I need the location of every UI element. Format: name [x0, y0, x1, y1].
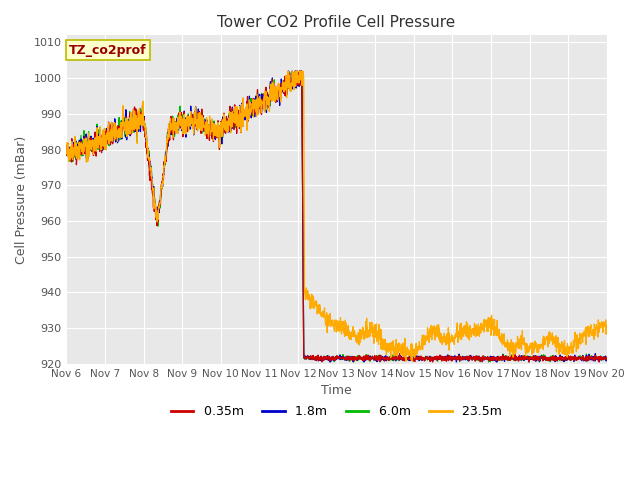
Title: Tower CO2 Profile Cell Pressure: Tower CO2 Profile Cell Pressure: [218, 15, 456, 30]
Text: TZ_co2prof: TZ_co2prof: [69, 44, 147, 57]
X-axis label: Time: Time: [321, 384, 352, 397]
Legend:  0.35m,  1.8m,  6.0m,  23.5m: 0.35m, 1.8m, 6.0m, 23.5m: [166, 400, 507, 423]
Y-axis label: Cell Pressure (mBar): Cell Pressure (mBar): [15, 135, 28, 264]
